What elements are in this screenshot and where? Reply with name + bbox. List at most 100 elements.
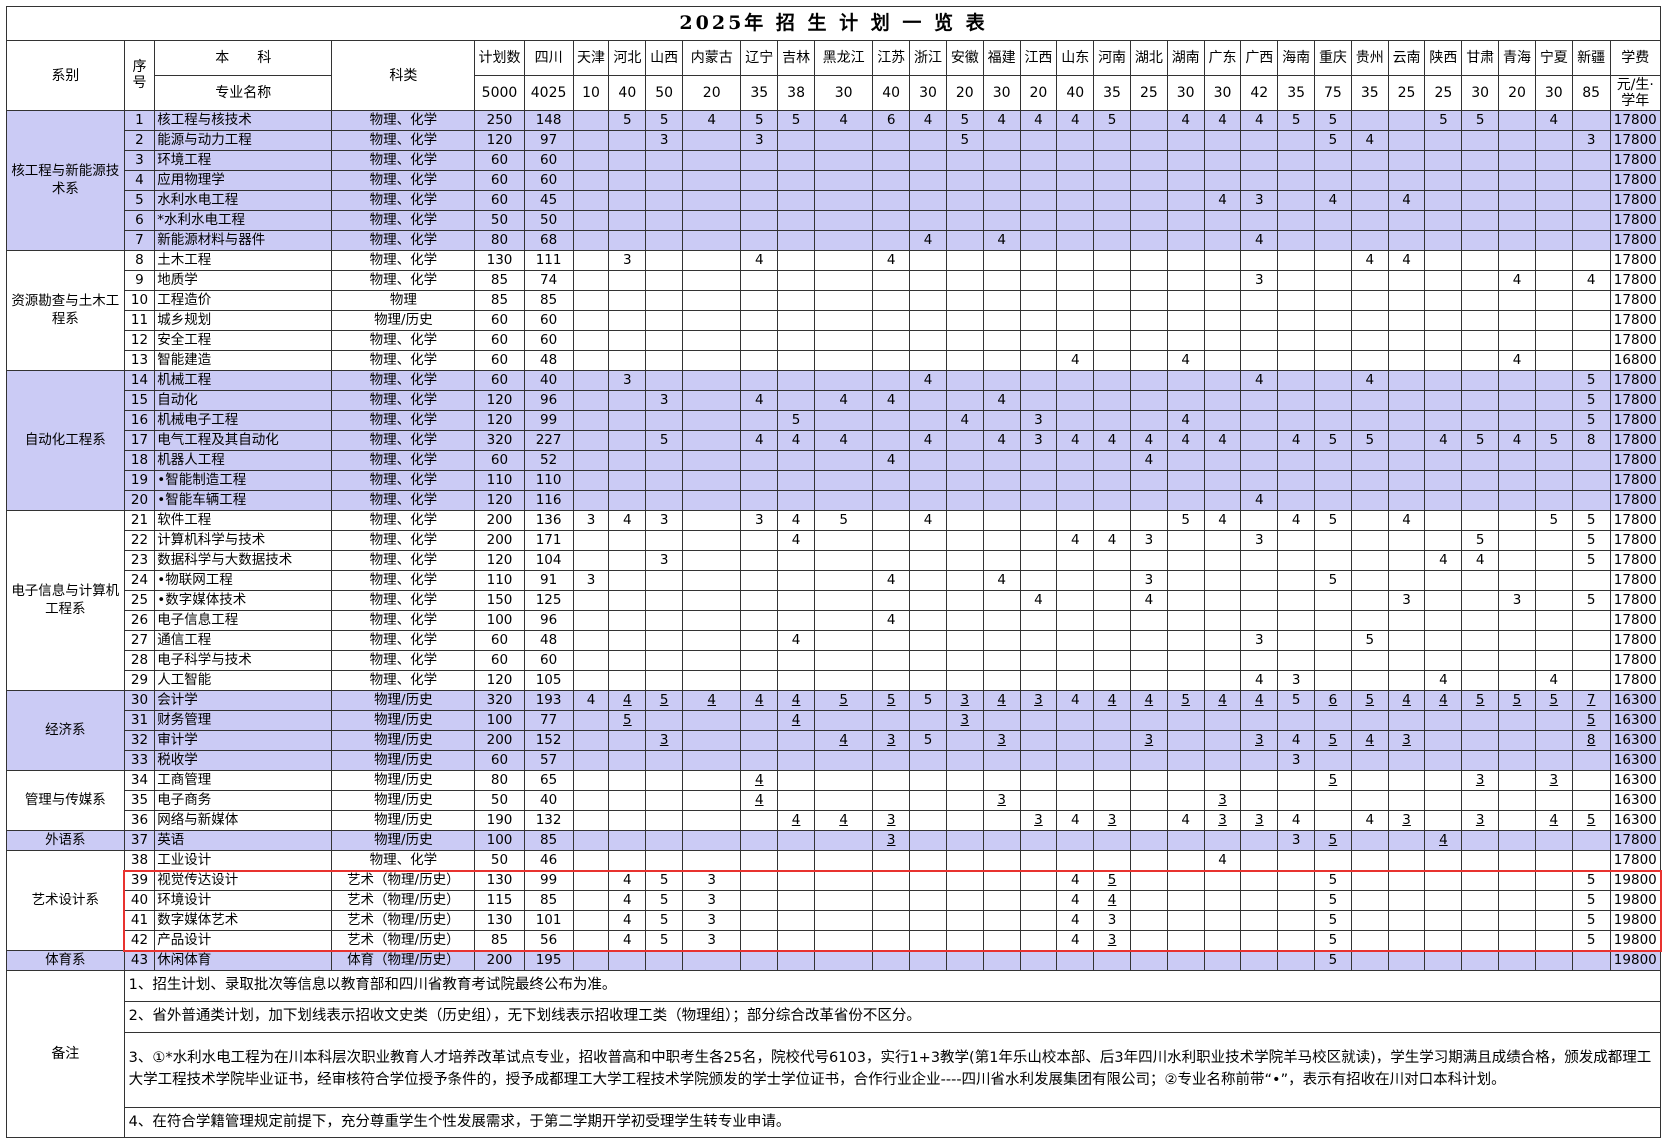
province-cell — [982, 470, 1021, 491]
province-cell — [608, 850, 647, 871]
province-cell: 5 — [1571, 550, 1611, 571]
province-total: 40 — [1056, 75, 1095, 111]
province-cell — [1498, 110, 1536, 131]
table-row: 电子信息与计算机工程系 21 软件工程 物理、化学 200 136 3 4 3 3 4 5 4 5 4 4 5 4… — [6, 510, 1662, 691]
province-cell — [572, 890, 610, 911]
province-cell — [1166, 610, 1205, 631]
province-cell — [1129, 150, 1168, 171]
province-header: 福建 — [982, 40, 1021, 76]
sichuan-cell: 45 — [523, 190, 574, 211]
province-cell — [982, 490, 1021, 511]
province-cell — [1424, 210, 1463, 231]
subject-cell: 物理、化学 — [331, 210, 476, 231]
province-cell: 4 — [1203, 510, 1242, 531]
province-cell — [1387, 650, 1426, 671]
province-cell — [1277, 210, 1316, 231]
province-cell — [1129, 870, 1168, 891]
subject-cell: 物理、化学 — [331, 370, 476, 391]
province-cell — [1534, 570, 1573, 591]
province-cell — [1203, 930, 1242, 951]
seq-cell: 20 — [123, 490, 156, 511]
plan-cell: 250 — [474, 110, 525, 131]
province-cell — [1571, 250, 1611, 271]
province-cell — [1461, 610, 1500, 631]
province-cell: 5 — [645, 430, 684, 451]
province-cell — [1129, 130, 1168, 151]
province-cell — [1203, 670, 1242, 691]
table-row: 25 •数字媒体技术 物理、化学 150 125 4 4 3 3 5 17800 — [7, 590, 1662, 611]
province-cell: 5 — [777, 110, 815, 131]
seq-cell: 12 — [123, 330, 156, 351]
province-cell — [1019, 770, 1058, 791]
province-cell: 4 — [1461, 550, 1500, 571]
province-cell: 5 — [1461, 110, 1500, 131]
province-cell — [645, 470, 684, 491]
province-cell: 5 — [1461, 430, 1500, 451]
province-cell: 4 — [1093, 890, 1131, 911]
province-cell: 3 — [1277, 670, 1316, 691]
province-cell — [1277, 790, 1316, 811]
benke-header: 本 科 — [154, 40, 333, 76]
province-cell — [1571, 950, 1611, 971]
province-cell — [1461, 350, 1500, 371]
province-cell: 3 — [572, 510, 610, 531]
major-cell: 网络与新媒体 — [154, 810, 333, 831]
province-cell — [1534, 910, 1573, 931]
province-cell: 3 — [682, 890, 742, 911]
province-cell — [1350, 190, 1389, 211]
province-cell — [1387, 850, 1426, 871]
seq-cell: 26 — [123, 610, 156, 631]
province-cell — [1240, 390, 1279, 411]
province-cell — [1424, 870, 1463, 891]
fee-cell: 17800 — [1609, 830, 1662, 851]
province-cell — [1534, 150, 1573, 171]
province-cell — [1534, 790, 1573, 811]
province-cell: 3 — [645, 390, 684, 411]
province-cell — [813, 210, 874, 231]
province-cell — [1461, 130, 1500, 151]
province-cell — [1093, 310, 1131, 331]
province-cell — [1240, 950, 1279, 971]
notes-label: 备注 — [6, 969, 125, 1139]
province-cell: 3 — [1240, 730, 1279, 751]
fee-cell: 17800 — [1609, 190, 1662, 211]
major-cell: 核工程与核技术 — [154, 110, 333, 131]
province-cell — [1424, 250, 1463, 271]
province-cell — [682, 450, 742, 471]
province-cell — [982, 170, 1021, 191]
province-cell — [982, 650, 1021, 671]
province-cell — [945, 470, 984, 491]
province-cell — [1129, 930, 1168, 951]
province-cell — [1314, 650, 1352, 671]
sichuan-cell: 85 — [523, 830, 574, 851]
major-cell: 机械电子工程 — [154, 410, 333, 431]
province-cell — [909, 550, 947, 571]
province-cell — [1056, 190, 1095, 211]
sichuan-cell: 227 — [523, 430, 574, 451]
province-cell: 4 — [1240, 690, 1279, 711]
sichuan-cell: 104 — [523, 550, 574, 571]
province-cell: 4 — [1093, 690, 1131, 711]
province-cell — [1461, 590, 1500, 611]
plan-cell: 85 — [474, 270, 525, 291]
province-cell: 4 — [1166, 350, 1205, 371]
table-row: 3 环境工程 物理、化学 60 60 17800 — [7, 150, 1662, 171]
province-cell: 5 — [1424, 110, 1463, 131]
province-cell — [1240, 150, 1279, 171]
province-cell — [1093, 150, 1131, 171]
province-cell — [682, 350, 742, 371]
province-cell — [1387, 770, 1426, 791]
province-cell: 5 — [1571, 390, 1611, 411]
table-row: 4 应用物理学 物理、化学 60 60 17800 — [7, 170, 1662, 191]
province-cell — [945, 810, 984, 831]
province-cell — [1461, 950, 1500, 971]
major-cell: 机器人工程 — [154, 450, 333, 471]
province-cell — [945, 610, 984, 631]
sichuan-cell: 50 — [523, 210, 574, 231]
province-cell: 3 — [1203, 790, 1242, 811]
province-cell — [1424, 910, 1463, 931]
province-header: 山西 — [645, 40, 684, 76]
plan-cell: 100 — [474, 830, 525, 851]
major-cell: 智能建造 — [154, 350, 333, 371]
note-text: 4、在符合学籍管理规定前提下，充分尊重学生个性发展需求，于第二学期开学初受理学生… — [123, 1106, 1662, 1139]
